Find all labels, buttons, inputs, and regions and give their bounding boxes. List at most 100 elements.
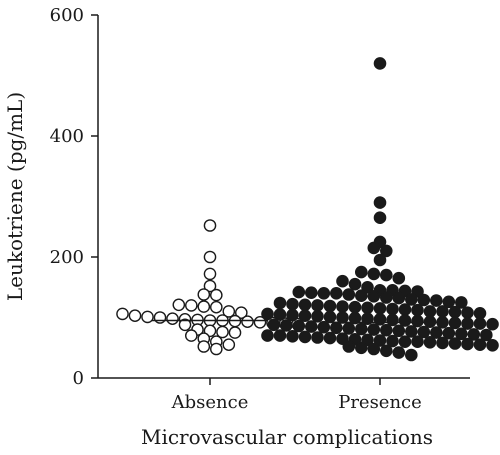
presence-point (392, 346, 406, 359)
presence-point (354, 322, 368, 336)
absence-point (203, 279, 217, 293)
absence-point (184, 299, 198, 312)
presence-point (461, 306, 474, 320)
absence-point (222, 338, 236, 352)
y-tick-label: 600 (50, 5, 84, 26)
presence-point (323, 310, 337, 324)
presence-point (448, 337, 462, 350)
absence-point (184, 329, 198, 342)
presence-point (442, 295, 456, 309)
presence-point (386, 302, 399, 316)
presence-point (348, 277, 362, 291)
presence-point (361, 312, 374, 326)
presence-point (279, 319, 293, 332)
presence-point (311, 309, 324, 323)
y-tick-label: 0 (73, 368, 84, 389)
absence-point (141, 310, 154, 324)
presence-point (411, 335, 424, 349)
presence-point (373, 211, 387, 224)
presence-point (342, 340, 356, 353)
data-points (116, 57, 499, 362)
presence-point (323, 331, 337, 345)
presence-point (404, 325, 418, 338)
presence-point (373, 334, 387, 347)
presence-point (411, 314, 424, 328)
presence-point (373, 57, 387, 70)
presence-point (429, 294, 443, 307)
presence-point (373, 312, 387, 326)
presence-point (261, 307, 274, 321)
presence-point (417, 325, 431, 339)
x-tick-label: Absence (171, 392, 249, 413)
presence-point (392, 271, 406, 285)
presence-point (379, 323, 393, 337)
y-axis-label: Leukotriene (pg/mL) (3, 92, 27, 301)
presence-point (292, 319, 306, 333)
presence-point (398, 303, 412, 316)
presence-point (398, 314, 412, 327)
presence-point (392, 291, 406, 305)
presence-point (367, 289, 381, 303)
presence-point (404, 293, 418, 306)
presence-point (442, 326, 456, 340)
presence-point (361, 301, 374, 315)
presence-point (367, 342, 381, 356)
absence-point (253, 315, 267, 329)
presence-point (273, 296, 287, 310)
absence-point (128, 309, 142, 323)
presence-point (354, 289, 368, 303)
median-lines (152, 319, 438, 324)
presence-point (354, 341, 368, 355)
presence-point (304, 286, 318, 300)
x-axis-label: Microvascular complications (141, 425, 433, 449)
absence-point (209, 342, 223, 356)
absence-point (228, 326, 242, 339)
absence-point (203, 267, 217, 281)
absence-point (203, 250, 217, 264)
presence-point (423, 335, 437, 349)
presence-point (454, 327, 468, 341)
presence-point (379, 291, 393, 304)
y-tick-label: 400 (50, 126, 84, 147)
presence-point (292, 285, 306, 299)
y-tick-label: 200 (50, 247, 84, 268)
presence-point (411, 303, 424, 317)
presence-point (317, 286, 331, 300)
presence-point (323, 299, 337, 313)
absence-point (216, 325, 229, 339)
presence-point (379, 244, 393, 258)
presence-point (429, 326, 443, 339)
presence-point (479, 328, 493, 342)
presence-point (298, 309, 312, 323)
x-tick-label: Presence (338, 392, 422, 413)
presence-point (461, 337, 474, 351)
presence-point (348, 300, 362, 314)
presence-point (448, 305, 462, 319)
presence-point (336, 300, 349, 313)
absence-point (197, 340, 211, 353)
presence-point (329, 321, 343, 335)
presence-point (367, 267, 381, 281)
presence-point (404, 348, 418, 362)
presence-point (298, 298, 312, 312)
presence-point (367, 241, 381, 255)
presence-point (436, 336, 449, 350)
presence-point (373, 253, 387, 267)
presence-point (461, 317, 474, 330)
absence-point (222, 305, 236, 318)
presence-point (311, 331, 324, 344)
absence-point (116, 307, 129, 321)
presence-point (348, 311, 362, 325)
absence-point (178, 318, 192, 332)
presence-point (267, 318, 281, 332)
presence-point (436, 305, 449, 318)
presence-point (386, 313, 399, 327)
presence-point (304, 320, 318, 333)
absence-point (197, 300, 211, 313)
presence-point (379, 268, 393, 282)
presence-point (373, 196, 387, 209)
presence-point (473, 306, 487, 320)
presence-point (448, 316, 462, 330)
absence-point (166, 312, 179, 326)
presence-point (342, 322, 356, 335)
